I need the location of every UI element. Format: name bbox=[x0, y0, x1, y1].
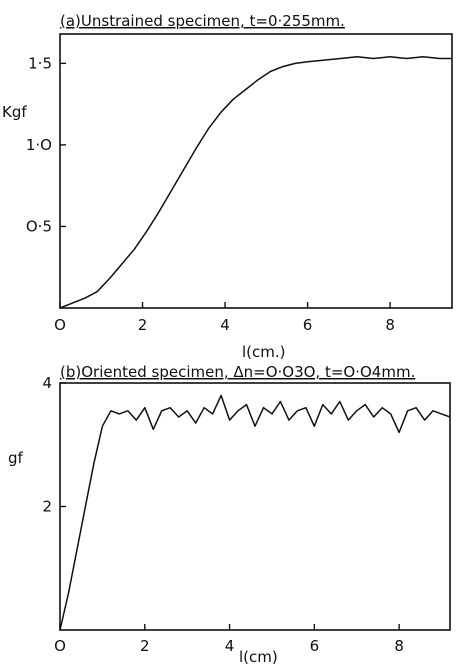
x-tick-label: O bbox=[54, 637, 66, 655]
panel-b-x-ticks: O 2 4 6 8 bbox=[54, 624, 404, 655]
panel-a-title: (a)Unstrained specimen, t=0·255mm. bbox=[60, 12, 345, 30]
panel-b-title: (b)Oriented specimen, Δn=O·O3O, t=O·O4mm… bbox=[60, 363, 415, 381]
x-tick-label: 6 bbox=[303, 316, 313, 334]
panel-b: (b)Oriented specimen, Δn=O·O3O, t=O·O4mm… bbox=[8, 363, 451, 666]
panel-a: (a)Unstrained specimen, t=0·255mm. Kgf l… bbox=[2, 12, 453, 361]
x-tick-label: 2 bbox=[138, 316, 148, 334]
panel-a-xlabel: l(cm.) bbox=[242, 343, 286, 361]
y-tick-label: 1·O bbox=[26, 136, 52, 154]
x-tick-label: 6 bbox=[310, 637, 320, 655]
panel-b-ylabel: gf bbox=[8, 449, 24, 467]
panel-a-x-ticks: O 2 4 6 8 bbox=[54, 302, 395, 334]
x-tick-label: O bbox=[54, 316, 66, 334]
panel-a-force-curve bbox=[59, 56, 452, 309]
panel-b-xlabel: l(cm) bbox=[239, 648, 278, 666]
y-tick-label: 2 bbox=[42, 498, 52, 516]
y-tick-label: 1·5 bbox=[28, 54, 52, 72]
x-tick-label: 8 bbox=[394, 637, 404, 655]
panel-b-frame bbox=[59, 382, 451, 631]
y-tick-label: O·5 bbox=[26, 217, 52, 235]
y-tick-label: 4 bbox=[42, 374, 52, 392]
x-tick-label: 2 bbox=[140, 637, 150, 655]
x-tick-label: 4 bbox=[220, 316, 230, 334]
panel-a-y-ticks: O·5 1·O 1·5 bbox=[26, 54, 66, 235]
x-tick-label: 4 bbox=[225, 637, 235, 655]
x-tick-label: 8 bbox=[385, 316, 395, 334]
panel-b-force-curve bbox=[59, 394, 451, 631]
panel-a-frame bbox=[59, 33, 453, 309]
panel-a-ylabel: Kgf bbox=[2, 103, 27, 121]
panel-b-y-ticks: 24 bbox=[42, 374, 66, 516]
